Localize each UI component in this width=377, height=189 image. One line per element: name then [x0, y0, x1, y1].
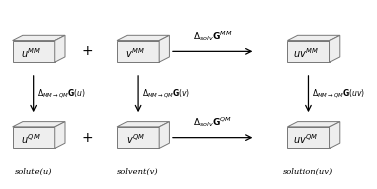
Polygon shape [12, 122, 65, 127]
Text: $uv^{MM}$: $uv^{MM}$ [293, 46, 319, 60]
Polygon shape [117, 41, 159, 62]
Polygon shape [12, 35, 65, 41]
Polygon shape [12, 127, 55, 148]
Text: $\Delta_{MM\rightarrow QM}\mathbf{G}(u)$: $\Delta_{MM\rightarrow QM}\mathbf{G}(u)$ [37, 87, 86, 100]
Polygon shape [12, 41, 55, 62]
Text: solution(uv): solution(uv) [284, 168, 334, 176]
Polygon shape [159, 122, 169, 148]
Polygon shape [287, 35, 340, 41]
Text: solute(u): solute(u) [15, 168, 52, 176]
Polygon shape [287, 127, 329, 148]
Text: $u^{MM}$: $u^{MM}$ [21, 46, 41, 60]
Polygon shape [329, 122, 340, 148]
Text: $uv^{QM}$: $uv^{QM}$ [293, 133, 318, 146]
Polygon shape [117, 127, 159, 148]
Text: $u^{QM}$: $u^{QM}$ [21, 133, 41, 146]
Text: $\Delta_{solv}\mathbf{G}^{MM}$: $\Delta_{solv}\mathbf{G}^{MM}$ [193, 29, 232, 43]
Polygon shape [329, 35, 340, 62]
Text: $+$: $+$ [81, 131, 93, 145]
Polygon shape [287, 41, 329, 62]
Polygon shape [117, 35, 169, 41]
Text: $+$: $+$ [81, 44, 93, 58]
Text: $\Delta_{MM\rightarrow QM}\mathbf{G}(uv)$: $\Delta_{MM\rightarrow QM}\mathbf{G}(uv)… [312, 87, 365, 100]
Text: $v^{MM}$: $v^{MM}$ [125, 46, 145, 60]
Polygon shape [55, 35, 65, 62]
Text: solvent(v): solvent(v) [117, 168, 159, 176]
Text: $v^{QM}$: $v^{QM}$ [126, 133, 145, 146]
Polygon shape [287, 122, 340, 127]
Polygon shape [117, 122, 169, 127]
Text: $\Delta_{solv}\mathbf{G}^{QM}$: $\Delta_{solv}\mathbf{G}^{QM}$ [193, 115, 232, 129]
Polygon shape [55, 122, 65, 148]
Polygon shape [159, 35, 169, 62]
Text: $\Delta_{MM\rightarrow QM}\mathbf{G}(v)$: $\Delta_{MM\rightarrow QM}\mathbf{G}(v)$ [142, 87, 190, 100]
